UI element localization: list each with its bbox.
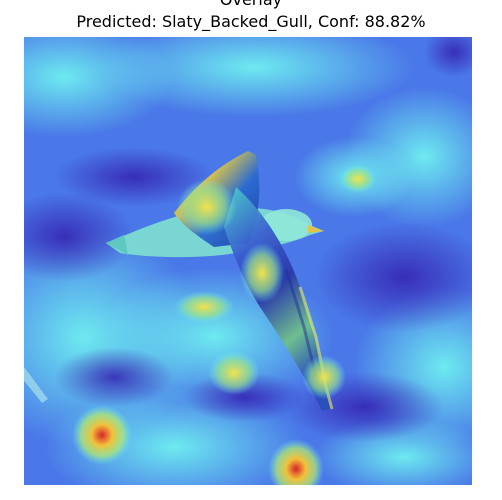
heatmap-hot-spots (72, 165, 376, 485)
partial-bird-left (24, 367, 48, 403)
figure-title: Overlay (0, 0, 502, 9)
prediction-caption: Predicted: Slaty_Backed_Gull, Conf: 88.8… (76, 12, 426, 31)
overlay-image (24, 37, 472, 485)
heatmap-low-region (24, 37, 472, 442)
